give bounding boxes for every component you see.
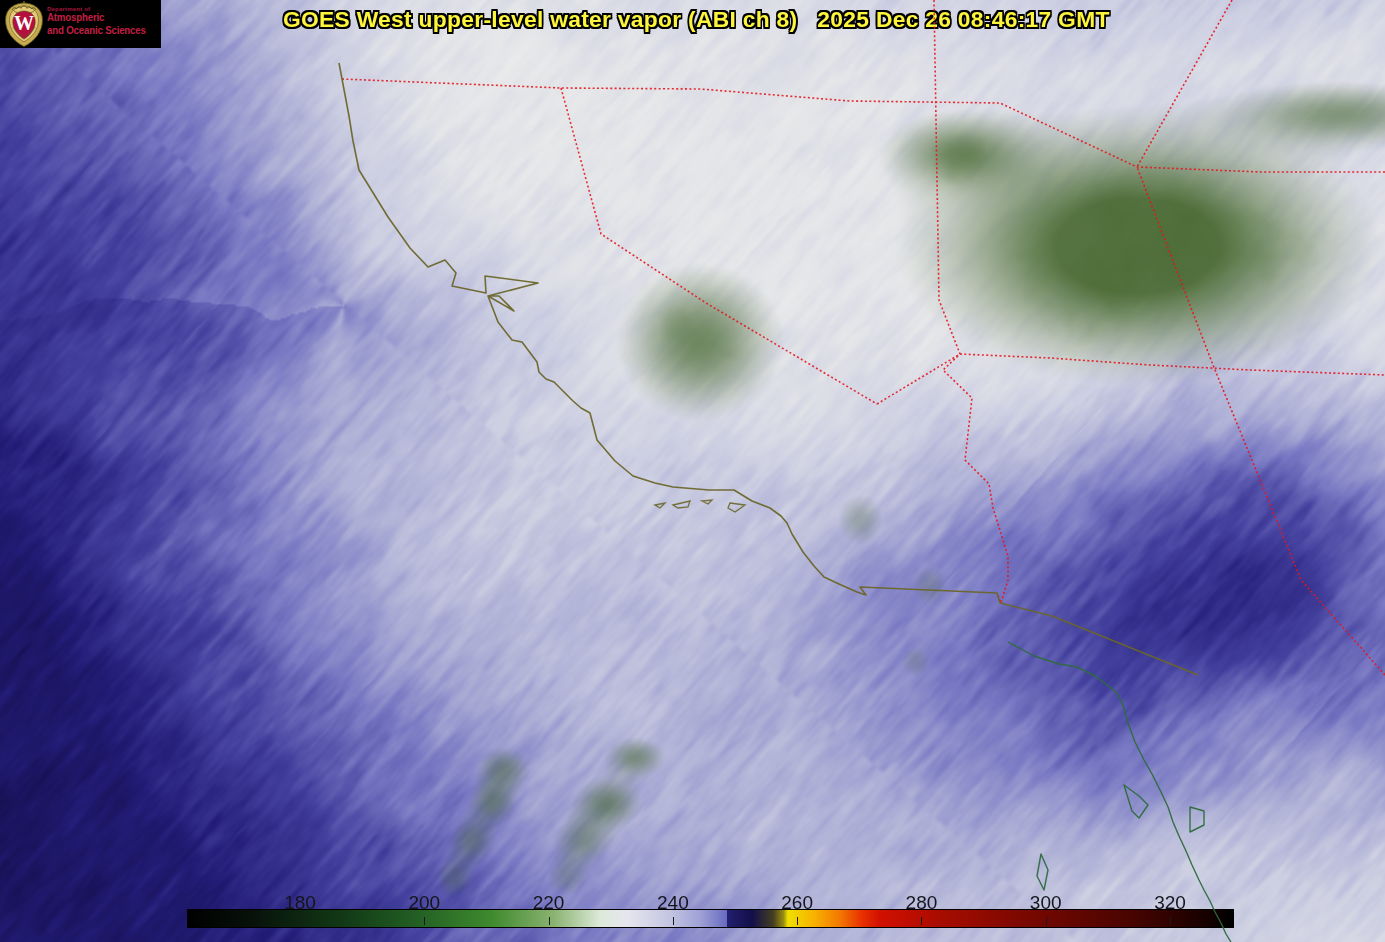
svg-text:W: W xyxy=(14,12,34,34)
